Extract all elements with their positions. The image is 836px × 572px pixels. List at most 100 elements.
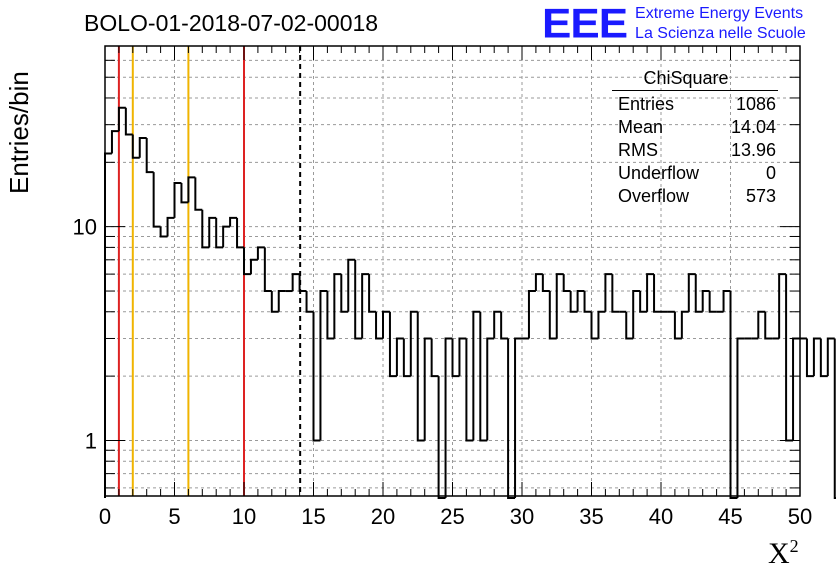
histogram-bin: [764, 311, 773, 340]
x-tick-label: 35: [579, 504, 603, 529]
histogram-bin: [180, 183, 189, 204]
x-tick-label: 40: [649, 504, 673, 529]
histogram-bin: [437, 376, 446, 499]
stats-row: Underflow 0: [612, 162, 776, 185]
eee-logo-text: Extreme Energy Events La Scienza nelle S…: [635, 4, 806, 44]
histogram-bin: [604, 273, 613, 312]
histogram-bin: [534, 273, 543, 292]
histogram-bin: [479, 311, 488, 442]
histogram-bin: [270, 291, 279, 313]
histogram-bin: [819, 338, 828, 378]
histogram-bin: [222, 225, 231, 248]
stats-label: Overflow: [618, 186, 690, 206]
histogram-bin: [736, 337, 745, 498]
histogram-bin: [611, 274, 620, 313]
stats-label: RMS: [618, 140, 658, 160]
histogram-bin: [423, 337, 432, 441]
histogram-bin: [395, 337, 404, 377]
stats-value: 13.96: [730, 140, 776, 160]
histogram-bin: [805, 338, 814, 378]
histogram-bin: [291, 273, 300, 292]
stats-label: Underflow: [618, 163, 700, 183]
histogram-bin: [340, 274, 349, 313]
histogram-bin: [465, 338, 474, 442]
histogram-bin: [646, 273, 655, 312]
histogram-bin: [263, 247, 272, 293]
histogram-bin: [722, 290, 731, 312]
x-tick-label: 5: [168, 504, 180, 529]
histogram-bin: [514, 337, 522, 498]
histogram-bin: [388, 311, 397, 378]
logo-line-2: La Scienza nelle Scuole: [635, 25, 806, 42]
x-axis-label-superscript: 2: [789, 536, 799, 556]
chart-title: BOLO-01-2018-07-02-00018: [84, 10, 379, 36]
histogram-bin: [590, 311, 599, 340]
y-tick-label: 1: [85, 428, 97, 453]
histogram-bin: [729, 291, 738, 499]
histogram-bin: [215, 217, 224, 249]
histogram-bin: [493, 310, 502, 339]
histogram-bin: [687, 273, 696, 312]
stats-title: ChiSquare: [643, 68, 729, 88]
x-tick-label: 15: [301, 504, 325, 529]
histogram-bin: [145, 137, 154, 174]
histogram-bin: [194, 177, 203, 211]
marker-layer: [117, 46, 302, 496]
histogram-bin: [249, 258, 258, 275]
histogram-bin: [243, 247, 251, 276]
histogram-bin: [229, 216, 238, 227]
logo-line-1: Extreme Energy Events: [635, 5, 804, 22]
stats-row: Overflow 573: [612, 185, 776, 208]
histogram-bin: [312, 311, 321, 442]
x-tick-label: 50: [788, 504, 812, 529]
stats-row: Mean 14.04: [612, 116, 776, 139]
histogram-bin: [298, 274, 307, 293]
histogram-bin: [117, 106, 126, 132]
x-axis-label-base: X: [768, 537, 790, 570]
x-tick-label: 10: [232, 504, 256, 529]
x-tick-label: 30: [510, 504, 534, 529]
histogram-bin: [110, 130, 119, 154]
stats-rows: Entries 1086 Mean 14.04 RMS 13.96 Underflow 0 Ov…: [612, 93, 778, 208]
histogram-bin: [368, 274, 377, 313]
histogram-bin: [326, 291, 335, 340]
histogram-bin: [778, 273, 787, 339]
histogram-bin: [138, 136, 147, 158]
histogram-bin: [277, 290, 286, 312]
histogram-bin: [673, 311, 682, 340]
x-tick-label: 20: [371, 504, 395, 529]
histogram-bin: [131, 134, 140, 159]
histogram-bin: [548, 291, 557, 340]
stats-value: 573: [745, 186, 776, 206]
histogram-bin: [305, 291, 314, 313]
histogram-bin: [430, 338, 439, 378]
histogram-bin: [486, 337, 495, 441]
histogram-bin: [354, 259, 363, 340]
histogram-bin: [173, 182, 182, 218]
histogram-bin: [625, 311, 634, 340]
histogram-bin: [653, 274, 661, 313]
stats-box: ChiSquare Entries 1086 Mean 14.04 RMS 13.96 Un…: [612, 68, 778, 208]
histogram-bin: [639, 291, 648, 313]
histogram-bin: [333, 273, 342, 339]
histogram-bin: [166, 216, 175, 237]
histogram-bin: [458, 337, 467, 377]
histogram-bin: [382, 310, 390, 339]
x-axis-label: X2: [768, 536, 799, 571]
histogram-bin: [708, 291, 717, 313]
histogram-bin: [833, 338, 836, 499]
histogram-bin: [347, 258, 356, 312]
histogram-bin: [201, 209, 210, 249]
histogram-bin: [680, 310, 689, 339]
stats-row: RMS 13.96: [612, 139, 776, 162]
histogram-bin: [576, 290, 585, 312]
histogram-bin: [701, 290, 710, 312]
eee-logo: EEE Extreme Energy Events La Scienza nel…: [542, 2, 806, 46]
stats-value: 1086: [735, 94, 776, 114]
stats-label: Mean: [618, 117, 664, 137]
histogram-bin: [361, 273, 370, 339]
histogram-bin: [785, 274, 794, 442]
y-axis-label: Entries/bin: [4, 71, 34, 194]
histogram-bin: [812, 337, 821, 377]
